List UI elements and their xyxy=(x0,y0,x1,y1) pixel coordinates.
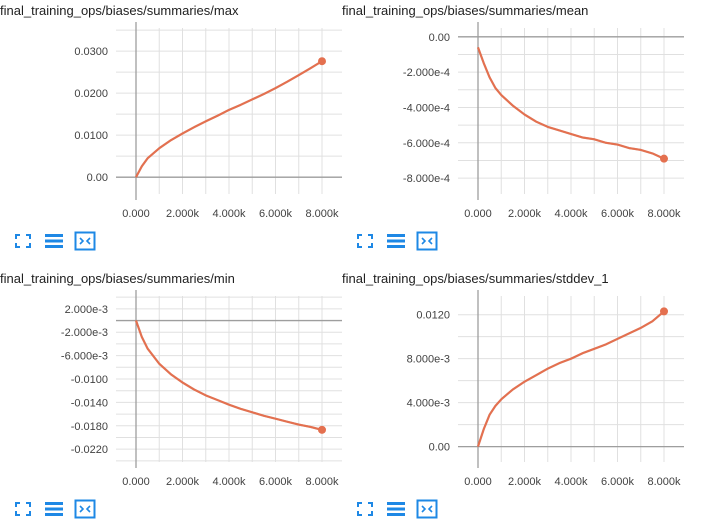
y-tick-label: 4.000e-3 xyxy=(407,398,450,410)
x-tick-label: 0.000 xyxy=(122,208,150,220)
y-tick-label: 0.00 xyxy=(429,32,450,44)
y-tick-label: 0.00 xyxy=(87,172,108,184)
series-line xyxy=(477,47,665,160)
line-chart-min[interactable]: 2.000e-3 -2.000e-3 -6.000e-3 -0.0100 -0.0140… xyxy=(0,290,342,498)
y-tick-label: 2.000e-3 xyxy=(65,304,108,316)
line-chart-stddev[interactable]: 0.00 4.000e-3 8.000e-3 0.0120 0.000 2.000k 4.0… xyxy=(342,290,684,498)
line-chart-mean[interactable]: 0.00 -2.000e-4 -4.000e-4 -6.000e-4 -8.000e-4… xyxy=(342,22,684,230)
expand-icon[interactable] xyxy=(12,499,34,519)
x-tick-label: 4.000k xyxy=(212,208,246,220)
grid xyxy=(458,296,684,462)
x-tick-label: 2.000k xyxy=(166,208,200,220)
list-icon[interactable] xyxy=(43,499,65,519)
x-tick-label: 0.000 xyxy=(122,476,150,488)
x-tick-label: 4.000k xyxy=(212,476,246,488)
y-tick-label: -0.0180 xyxy=(71,421,108,433)
y-tick-label: 8.000e-3 xyxy=(407,354,450,366)
x-tick-label: 4.000k xyxy=(554,476,588,488)
x-tick-label: 6.000k xyxy=(601,476,635,488)
x-tick-label: 6.000k xyxy=(601,208,635,220)
y-tick-label: 0.0120 xyxy=(416,310,450,322)
chart-title: final_training_ops/biases/summaries/min xyxy=(0,271,235,286)
series-last-point[interactable] xyxy=(318,425,326,434)
fit-domain-icon[interactable] xyxy=(416,231,438,251)
x-tick-label: 8.000k xyxy=(647,208,681,220)
series-last-point[interactable] xyxy=(660,154,668,163)
expand-icon[interactable] xyxy=(12,231,34,251)
chart-title: final_training_ops/biases/summaries/mean xyxy=(342,3,589,18)
x-tick-label: 0.000 xyxy=(464,476,492,488)
y-tick-label: 0.00 xyxy=(429,442,450,454)
y-tick-label: -4.000e-4 xyxy=(403,102,450,114)
fit-domain-icon[interactable] xyxy=(74,499,96,519)
y-tick-label: 0.0300 xyxy=(74,46,108,58)
y-tick-label: -6.000e-3 xyxy=(61,351,108,363)
series-line xyxy=(477,310,665,447)
expand-icon[interactable] xyxy=(354,499,376,519)
line-chart-max[interactable]: 0.00 0.0100 0.0200 0.0300 0.000 2.000k 4.000k 6… xyxy=(0,22,342,230)
x-tick-label: 2.000k xyxy=(508,476,542,488)
x-tick-label: 8.000k xyxy=(305,476,339,488)
x-tick-label: 0.000 xyxy=(464,208,492,220)
chart-title: final_training_ops/biases/summaries/stdd… xyxy=(342,271,609,286)
series-line xyxy=(135,60,323,178)
y-tick-label: -6.000e-4 xyxy=(403,138,450,150)
series-line xyxy=(135,320,323,431)
series-last-point[interactable] xyxy=(660,307,668,316)
x-tick-label: 8.000k xyxy=(305,208,339,220)
y-tick-label: 0.0100 xyxy=(74,130,108,142)
list-icon[interactable] xyxy=(385,499,407,519)
y-tick-label: -2.000e-3 xyxy=(61,327,108,339)
x-tick-label: 6.000k xyxy=(259,476,293,488)
y-tick-label: -0.0100 xyxy=(71,374,108,386)
chart-panel-mean: final_training_ops/biases/summaries/mean… xyxy=(342,0,684,262)
chart-panel-stddev: final_training_ops/biases/summaries/stdd… xyxy=(342,268,684,530)
y-tick-label: -8.000e-4 xyxy=(403,173,450,185)
grid xyxy=(116,28,342,194)
series-last-point[interactable] xyxy=(318,57,326,66)
list-icon[interactable] xyxy=(385,231,407,251)
x-tick-label: 2.000k xyxy=(166,476,200,488)
x-tick-label: 8.000k xyxy=(647,476,681,488)
y-tick-label: -0.0220 xyxy=(71,444,108,456)
expand-icon[interactable] xyxy=(354,231,376,251)
fit-domain-icon[interactable] xyxy=(416,499,438,519)
grid xyxy=(458,28,684,194)
chart-title: final_training_ops/biases/summaries/max xyxy=(0,3,239,18)
x-tick-label: 6.000k xyxy=(259,208,293,220)
y-tick-label: -0.0140 xyxy=(71,397,108,409)
x-tick-label: 2.000k xyxy=(508,208,542,220)
y-tick-label: 0.0200 xyxy=(74,88,108,100)
chart-panel-max: final_training_ops/biases/summaries/max … xyxy=(0,0,342,262)
fit-domain-icon[interactable] xyxy=(74,231,96,251)
x-tick-label: 4.000k xyxy=(554,208,588,220)
chart-panel-min: final_training_ops/biases/summaries/min … xyxy=(0,268,342,530)
list-icon[interactable] xyxy=(43,231,65,251)
y-tick-label: -2.000e-4 xyxy=(403,67,450,79)
